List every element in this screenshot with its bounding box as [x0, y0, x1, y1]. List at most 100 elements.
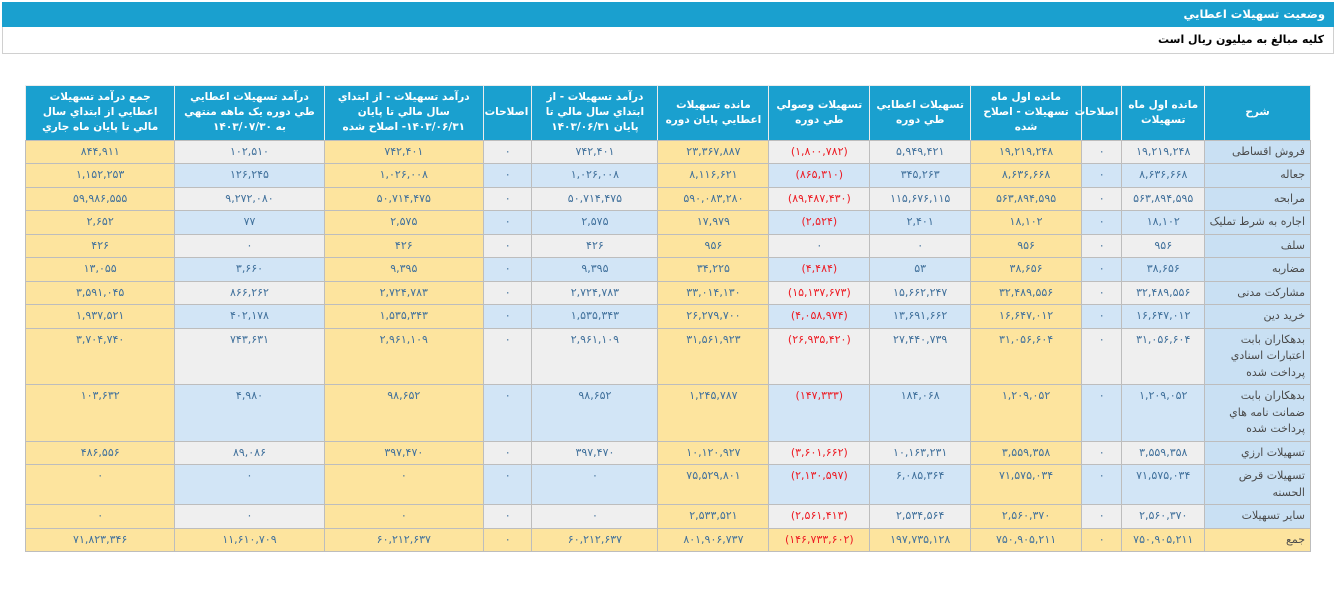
value-cell: ۶,۰۸۵,۳۶۴ — [869, 464, 972, 506]
value-cell: (۴,۰۵۸,۹۷۴) — [768, 304, 871, 329]
value-cell: ۲,۵۳۳,۵۲۱ — [657, 504, 770, 529]
value-cell: ۷۷ — [174, 210, 325, 235]
facilities-status-table: شرح مانده اول ماه تسهيلات اصلاحات مانده اول… — [24, 85, 1311, 553]
column-header-8: اصلاحات — [482, 85, 533, 141]
value-cell: ۰ — [482, 327, 533, 386]
row-label-cell: مرابحه — [1204, 186, 1311, 212]
value-cell: ۱,۲۰۹,۰۵۲ — [970, 384, 1083, 442]
table-row: جعاله ۸,۶۳۶,۶۶۸ ۰ ۸,۶۳۶,۶۶۸ ۳۴۵,۲۶۳ (۸۶۵,۳۱۰)… — [24, 163, 1311, 188]
value-cell: ۱,۲۰۹,۰۵۲ — [1121, 384, 1206, 442]
value-cell: ۴۸۶,۵۵۶ — [24, 440, 176, 466]
value-cell: ۵۶۳,۸۹۴,۵۹۵ — [970, 186, 1083, 212]
value-cell: ۵۳ — [869, 257, 972, 282]
value-cell: (۲,۵۲۴) — [768, 210, 871, 235]
table-header-row: شرح مانده اول ماه تسهيلات اصلاحات مانده اول… — [24, 85, 1311, 141]
value-cell: ۰ — [1081, 280, 1123, 306]
value-cell: ۰ — [482, 233, 533, 259]
value-cell: ۲,۴۰۱ — [869, 210, 972, 235]
value-cell: ۳,۵۵۹,۳۵۸ — [1121, 440, 1206, 466]
value-cell: ۹,۲۷۲,۰۸۰ — [174, 186, 325, 212]
value-cell: ۰ — [869, 233, 972, 259]
value-cell: (۱۴۷,۳۳۳) — [768, 384, 871, 442]
units-note-bar: کليه مبالغ به ميليون ريال است — [2, 27, 1334, 54]
value-cell: ۰ — [531, 504, 659, 529]
value-cell: (۱,۸۰۰,۷۸۲) — [768, 139, 871, 165]
value-cell: ۶۰,۲۱۲,۶۳۷ — [531, 527, 659, 553]
value-cell: ۱,۰۲۶,۰۰۸ — [323, 163, 484, 188]
value-cell: (۱۴۶,۷۳۳,۶۰۲) — [768, 527, 871, 553]
value-cell: ۰ — [1081, 327, 1123, 386]
value-cell: (۴,۴۸۴) — [768, 257, 871, 282]
value-cell: ۱۹۷,۷۳۵,۱۲۸ — [869, 527, 972, 553]
column-header-11: جمع درآمد تسهيلات اعطايي از ابتداي سال م… — [24, 85, 176, 141]
value-cell: ۵۹,۹۸۶,۵۵۵ — [24, 186, 176, 212]
value-cell: ۳۸,۶۵۶ — [1121, 257, 1206, 282]
value-cell: ۱۲۶,۲۴۵ — [174, 163, 325, 188]
value-cell: ۲,۹۶۱,۱۰۹ — [531, 327, 659, 386]
value-cell: ۷۱,۸۲۳,۳۴۶ — [24, 527, 176, 553]
row-label-cell: بدهکاران بابت اعتبارات اسنادي پرداخت شده — [1204, 327, 1311, 386]
value-cell: ۰ — [482, 280, 533, 306]
value-cell: ۰ — [1081, 440, 1123, 466]
value-cell: ۵۰,۷۱۴,۴۷۵ — [323, 186, 484, 212]
row-label-cell: فروش اقساطی — [1204, 139, 1311, 165]
row-label-cell: سلف — [1204, 233, 1311, 259]
value-cell: ۲,۷۲۴,۷۸۳ — [531, 280, 659, 306]
column-header-3: مانده اول ماه تسهيلات - اصلاح شده — [970, 85, 1083, 141]
value-cell: ۰ — [482, 210, 533, 235]
value-cell: ۸,۱۱۶,۶۲۱ — [657, 163, 770, 188]
row-label-cell: جمع — [1204, 527, 1311, 553]
value-cell: ۱۰۳,۶۳۲ — [24, 384, 176, 442]
value-cell: ۷۵۰,۹۰۵,۲۱۱ — [1121, 527, 1206, 553]
value-cell: ۰ — [482, 304, 533, 329]
row-label-cell: مشارکت مدنی — [1204, 280, 1311, 306]
table-row: مشارکت مدنی ۳۲,۴۸۹,۵۵۶ ۰ ۳۲,۴۸۹,۵۵۶ ۱۵,۶۶۲,۲… — [24, 280, 1311, 306]
table-row: مضاربه ۳۸,۶۵۶ ۰ ۳۸,۶۵۶ ۵۳ (۴,۴۸۴) ۳۴,۲۲۵ ۹,۳۹۵ ۰… — [24, 257, 1311, 282]
value-cell: ۴,۹۸۰ — [174, 384, 325, 442]
value-cell: ۱,۱۵۲,۲۵۳ — [24, 163, 176, 188]
value-cell: ۱۶,۶۴۷,۰۱۲ — [1121, 304, 1206, 329]
value-cell: ۰ — [1081, 384, 1123, 442]
table-row: سلف ۹۵۶ ۰ ۹۵۶ ۰ ۰ ۹۵۶ ۴۲۶ ۰ ۴۲۶ ۰ ۴۲۶ — [24, 233, 1311, 259]
value-cell: ۱۸,۱۰۲ — [970, 210, 1083, 235]
value-cell: ۵۹۰,۰۸۳,۲۸۰ — [657, 186, 770, 212]
value-cell: ۵۰,۷۱۴,۴۷۵ — [531, 186, 659, 212]
value-cell: ۰ — [1081, 210, 1123, 235]
value-cell: ۰ — [1081, 186, 1123, 212]
value-cell: ۴۰۲,۱۷۸ — [174, 304, 325, 329]
value-cell: ۲۳,۳۶۷,۸۸۷ — [657, 139, 770, 165]
value-cell: ۱۳,۶۹۱,۶۶۲ — [869, 304, 972, 329]
value-cell: ۳۴,۲۲۵ — [657, 257, 770, 282]
value-cell: ۸,۶۳۶,۶۶۸ — [1121, 163, 1206, 188]
value-cell: ۹۸,۶۵۲ — [323, 384, 484, 442]
value-cell: ۳۱,۵۶۱,۹۲۳ — [657, 327, 770, 386]
value-cell: ۶۰,۲۱۲,۶۳۷ — [323, 527, 484, 553]
units-note: کليه مبالغ به ميليون ريال است — [1157, 33, 1324, 46]
value-cell: ۱,۹۳۷,۵۲۱ — [24, 304, 176, 329]
table-row-total: جمع ۷۵۰,۹۰۵,۲۱۱ ۰ ۷۵۰,۹۰۵,۲۱۱ ۱۹۷,۷۳۵,۱۲۸ (۱۴… — [24, 527, 1311, 553]
value-cell: ۲,۹۶۱,۱۰۹ — [323, 327, 484, 386]
value-cell: ۲,۵۳۴,۵۶۴ — [869, 504, 972, 529]
value-cell: ۰ — [1081, 464, 1123, 506]
value-cell: ۴۲۶ — [531, 233, 659, 259]
value-cell: ۰ — [174, 504, 325, 529]
value-cell: (۲,۱۳۰,۵۹۷) — [768, 464, 871, 506]
value-cell: ۸۰۱,۹۰۶,۷۳۷ — [657, 527, 770, 553]
value-cell: ۹۸,۶۵۲ — [531, 384, 659, 442]
value-cell: ۸۴۴,۹۱۱ — [24, 139, 176, 165]
value-cell: ۱,۰۲۶,۰۰۸ — [531, 163, 659, 188]
value-cell: ۲,۶۵۲ — [24, 210, 176, 235]
value-cell: ۷۴۲,۴۰۱ — [323, 139, 484, 165]
value-cell: ۰ — [1081, 257, 1123, 282]
value-cell: ۲۶,۲۷۹,۷۰۰ — [657, 304, 770, 329]
value-cell: ۳۱,۰۵۶,۶۰۴ — [1121, 327, 1206, 386]
value-cell: ۳,۷۰۴,۷۴۰ — [24, 327, 176, 386]
table-row: خرید دین ۱۶,۶۴۷,۰۱۲ ۰ ۱۶,۶۴۷,۰۱۲ ۱۳,۶۹۱,۶۶۲(… — [24, 304, 1311, 329]
value-cell: ۹,۳۹۵ — [323, 257, 484, 282]
column-header-6: مانده تسهيلات اعطايي پايان دوره — [657, 85, 770, 141]
value-cell: ۸,۶۳۶,۶۶۸ — [970, 163, 1083, 188]
value-cell: ۰ — [24, 504, 176, 529]
value-cell: ۱,۵۳۵,۳۴۳ — [531, 304, 659, 329]
value-cell: ۴۲۶ — [24, 233, 176, 259]
value-cell: (۸۶۵,۳۱۰) — [768, 163, 871, 188]
